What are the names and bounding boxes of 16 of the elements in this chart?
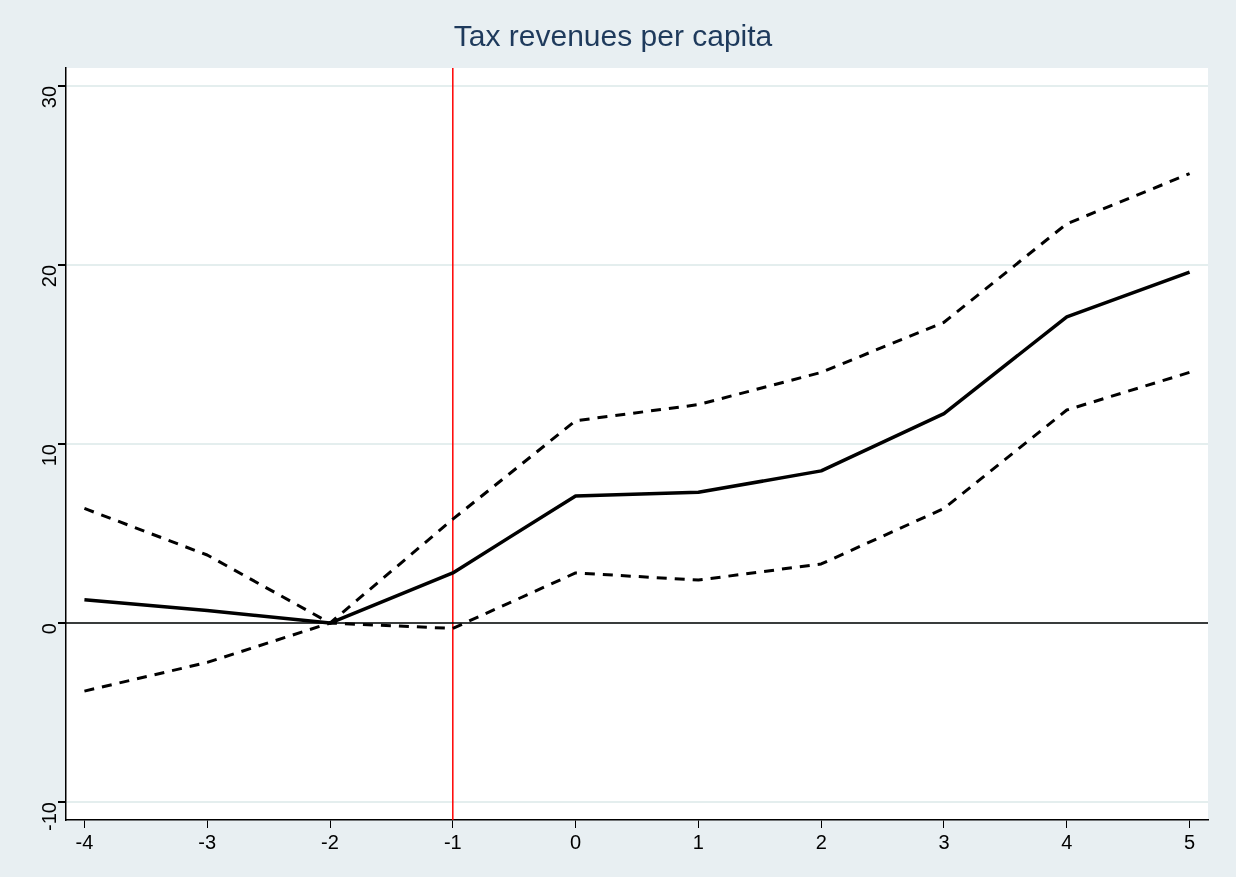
x-tick-label: 1 (692, 830, 704, 853)
y-tick-label: 0 (37, 623, 60, 635)
x-tick-label: 2 (815, 830, 827, 853)
y-tick-label: 20 (37, 264, 60, 288)
x-tick-label: 4 (1061, 830, 1073, 853)
x-tick-label: -4 (75, 830, 94, 853)
x-tick-label: -2 (321, 830, 339, 853)
x-tick-label: -1 (443, 830, 462, 853)
x-tick-label: -3 (198, 830, 217, 853)
x-tick-label: 3 (938, 830, 950, 853)
y-tick-label: 30 (37, 85, 60, 109)
x-tick-label: 0 (570, 830, 582, 853)
chart-title: Tax revenues per capita (453, 19, 773, 53)
y-tick-label: -10 (37, 802, 60, 831)
x-tick-label: 5 (1184, 830, 1196, 853)
y-tick-label: 10 (37, 444, 60, 467)
